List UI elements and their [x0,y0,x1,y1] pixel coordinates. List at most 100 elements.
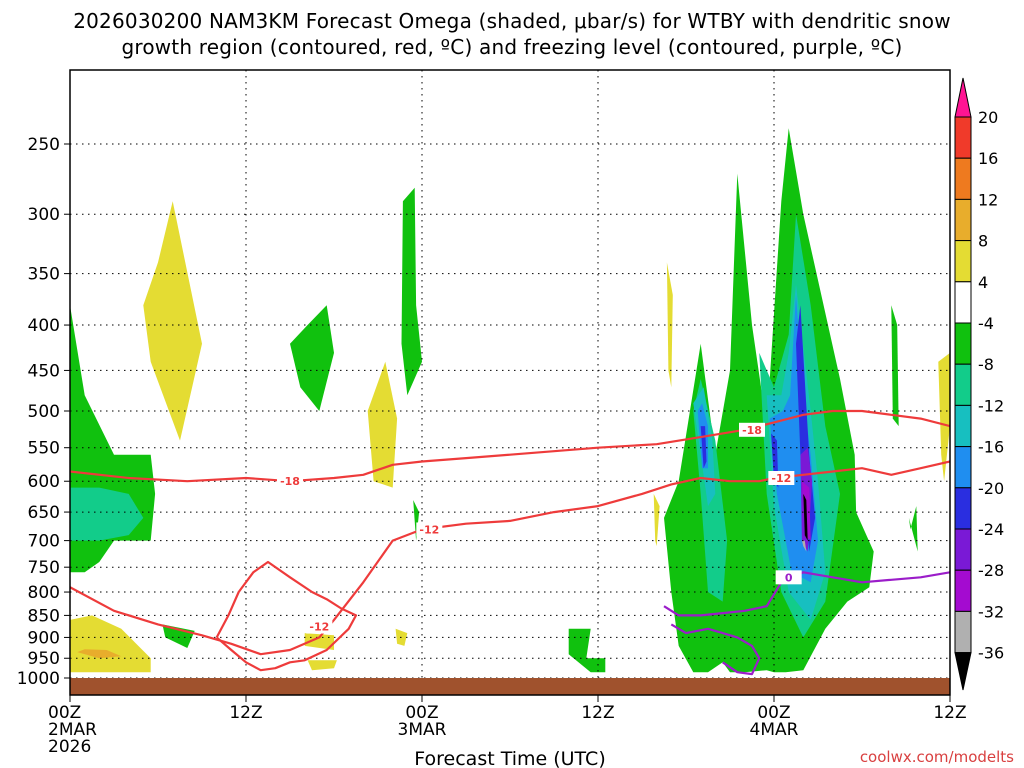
colorbar-label: 12 [978,190,998,209]
y-tick-label-700: 700 [28,532,60,552]
contour-label: -12 [771,472,791,485]
omega-region-mid-green-dot [413,500,420,541]
contour-zero-freezing-lower [670,623,761,676]
x-tick-label-0-0: 00Z [48,703,81,723]
omega-region-low-orange-left [77,649,122,659]
contour-minus-12-lower-loop [215,560,358,672]
colorbar-label: 16 [978,149,998,168]
chart-title-line-2: growth region (contoured, red, ºC) and f… [121,35,902,59]
plot-frame [69,69,951,696]
y-tick-label-1000: 1000 [17,669,60,689]
contour-label-bg [739,422,765,437]
colorbar-box [954,116,972,159]
x-tick-label-12-0: 12Z [229,703,262,723]
y-tick-label-600: 600 [28,472,60,492]
y-axis-ticks: 250 300 350 400 450 500 550 600 650 700 750 800 850 9… [17,135,70,689]
omega-shading [70,128,950,673]
x-tick-label-36-0: 12Z [581,703,614,723]
contour-label: 0 [785,571,793,584]
contour-label-bg [416,522,443,537]
x-tick-label-60-0: 12Z [933,703,966,723]
omega-region-low-green-e [568,628,606,673]
omega-region-low-green-a [162,624,195,648]
colorbar-label: -24 [978,520,1004,539]
omega-region-upper-yellow-1 [143,201,202,441]
x-tick-label-24-1: 3MAR [398,720,447,740]
colorbar-box [954,404,972,448]
colorbar-box [954,569,972,612]
chart-title-line-1: 2026030200 NAM3KM Forecast Omega (shaded… [73,9,951,33]
x-tick-label-24-0: 00Z [405,703,438,723]
y-tick-label-450: 450 [28,361,60,381]
colorbar-box [954,198,972,242]
contour-label: -12 [309,621,329,634]
plot-area: -18 -18 -12 -12 -12 0 [69,69,951,696]
contour-label-bg [775,570,802,585]
omega-region-upper-green-2 [290,305,334,411]
contour-label: -12 [419,523,439,536]
colorbar-label: -32 [978,602,1004,621]
x-axis-label: Forecast Time (UTC) [414,748,605,768]
omega-region-storm-core-gray [801,540,807,552]
omega-region-low-yellow-b [304,633,334,650]
omega-region-left-teal [70,487,144,541]
colorbar-label: 4 [978,273,988,292]
omega-region-storm-core-black [803,493,808,541]
contour-minus-12-isotherm [70,460,950,656]
omega-region-low-yellow-c [307,660,337,671]
y-tick-label-550: 550 [28,439,60,459]
x-tick-label-48-0: 00Z [757,703,790,723]
y-tick-label-350: 350 [28,265,60,285]
omega-region-far-right-green [908,506,918,552]
omega-region-upper-yellow-e [653,493,660,547]
credit-text: coolwx.com/modelts [860,748,1014,766]
colorbar-box [954,446,972,489]
colorbar-label: -20 [978,479,1004,498]
colorbar-box [954,363,972,406]
colorbar-label: -4 [978,314,994,333]
y-tick-label-400: 400 [28,316,60,336]
x-tick-label-48-1: 4MAR [750,720,799,740]
contour-labels: -18 -18 -12 -12 -12 0 [277,422,802,634]
colorbar-label: -36 [978,644,1004,663]
omega-region-right-green-sliver [891,305,899,427]
colorbar-box [954,240,972,283]
contour-lines [70,409,950,676]
x-tick-label-0-1: 2MAR [48,720,97,740]
y-tick-label-800: 800 [28,583,60,603]
colorbar-top-arrow [954,77,972,118]
colorbar-box [954,281,972,324]
contour-label-bg [768,471,795,486]
y-tick-label-500: 500 [28,402,60,422]
colorbar-box [954,322,972,365]
colorbar-box [954,157,972,200]
colorbar-bottom-arrow [954,652,972,691]
omega-region-upper-yellow-2 [367,361,398,488]
y-tick-label-750: 750 [28,558,60,578]
colorbar-label: -8 [978,355,994,374]
contour-label: -18 [742,424,762,437]
y-tick-label-250: 250 [28,135,60,155]
y-tick-label-950: 950 [28,649,60,669]
contour-label: -18 [280,475,300,488]
terrain-strip [70,678,950,695]
y-tick-label-300: 300 [28,205,60,225]
colorbar-label: -12 [978,396,1004,415]
colorbar-box [954,528,972,571]
colorbar-label: -16 [978,438,1004,457]
contour-minus-18-isotherm [70,409,950,483]
omega-region-upper-green-3 [401,187,422,396]
colorbar-label: 20 [978,108,998,127]
omega-region-upper-yellow-f [666,262,673,388]
contour-label-bg [277,474,303,489]
y-tick-label-650: 650 [28,503,60,523]
colorbar-box [954,487,972,530]
y-tick-label-850: 850 [28,606,60,626]
colorbar: 20 16 12 8 4 -4 -8 -12 -16 -20 -24 -28 -32 -36 [954,77,1004,691]
contour-label-bg [306,619,333,634]
x-tick-label-0-2: 2026 [48,737,91,757]
colorbar-label: -28 [978,561,1004,580]
colorbar-box [954,610,972,654]
